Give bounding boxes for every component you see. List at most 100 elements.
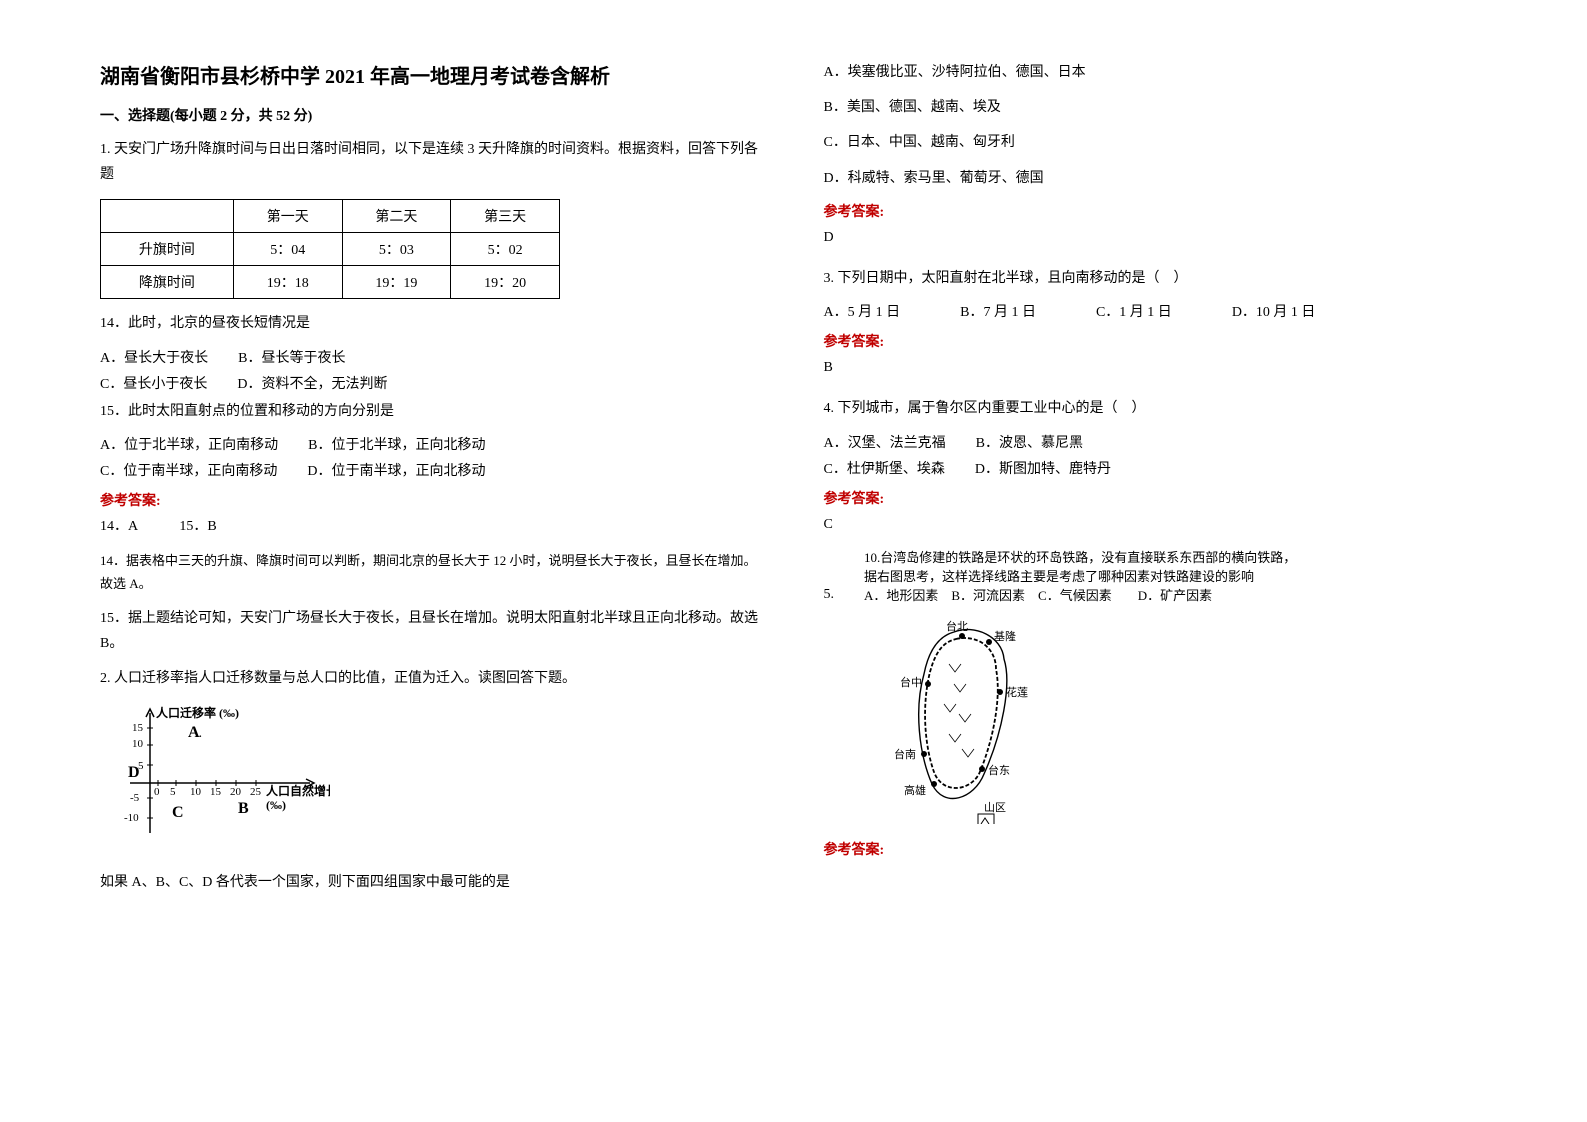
taiwan-map-svg: 台北 基隆 台中 花莲 台南 高雄 台东 山区 [884,614,1054,824]
opt: B．7 月 1 日 [960,301,1036,321]
point-B: B [238,800,249,817]
q5-line2: 据右图思考，这样选择线路主要是考虑了哪种因素对铁路建设的影响 [864,566,1296,585]
q1-sub14-opts-row1: A．昼长大于夜长 B．昼长等于夜长 [100,347,764,367]
y-axis-label: 人口迁移率 (‰) [156,705,239,720]
table-row: 升旗时间 5：04 5：03 5：02 [101,233,560,266]
opt: D．10 月 1 日 [1232,301,1316,321]
ytick: 15 [132,722,144,734]
migration-chart-svg: 15 10 5 -5 -10 0 5 10 15 20 25 [110,703,330,853]
xtick: 20 [230,786,242,798]
ytick: -10 [124,812,139,824]
q5-opts: A．地形因素 B．河流因素 C．气候因素 D．矿产因素 [864,585,1296,604]
q5-body: 10.台湾岛修建的铁路是环状的环岛铁路，没有直接联系东西部的横向铁路， 据右图思… [840,547,1296,604]
q1-sub14: 14．此时，北京的昼夜长短情况是 [100,311,764,336]
label-jilong: 基隆 [994,629,1016,643]
opt: B．位于北半球，正向北移动 [308,434,485,454]
q1-sub15-opts-row2: C．位于南半球，正向南移动 D．位于南半球，正向北移动 [100,460,764,480]
x-axis-unit: (‰) [266,798,286,812]
answer-label: 参考答案: [824,331,1488,351]
td: 5：02 [451,233,560,266]
q3-stem: 3. 下列日期中，太阳直射在北半球，且向南移动的是（ ） [824,266,1488,291]
opt: B．波恩、慕尼黑 [976,432,1083,452]
page-title: 湖南省衡阳市县杉桥中学 2021 年高一地理月考试卷含解析 [100,60,764,89]
opt: C．昼长小于夜长 [100,373,207,393]
th: 第三天 [451,200,560,233]
label-kaohsiung: 高雄 [904,783,926,797]
label-taichung: 台中 [900,675,922,689]
table-header-row: 第一天 第二天 第三天 [101,200,560,233]
q2-opt-d: D．科威特、索马里、葡萄牙、德国 [824,166,1488,191]
q2-answer: D [824,225,1488,250]
xtick: 15 [210,786,222,798]
q2-chart: 15 10 5 -5 -10 0 5 10 15 20 25 [110,703,764,858]
label-taipei: 台北 [946,619,968,633]
opt: C．位于南半球，正向南移动 [100,460,277,480]
opt: A．5 月 1 日 [824,301,901,321]
q2-opt-b: B．美国、德国、越南、埃及 [824,95,1488,120]
point-D: D [128,764,140,781]
td: 升旗时间 [101,233,234,266]
q5-map: 台北 基隆 台中 花莲 台南 高雄 台东 山区 [884,614,1488,829]
opt: A．位于北半球，正向南移动 [100,434,278,454]
q3-answer: B [824,355,1488,380]
legend-label: 山区 [984,801,1006,814]
q1-stem: 1. 天安门广场升降旗时间与日出日落时间相同，以下是连续 3 天升降旗的时间资料… [100,137,764,187]
q1-answer: 14．A 15．B [100,514,764,539]
td: 5：03 [342,233,451,266]
q1-sub15-opts-row1: A．位于北半球，正向南移动 B．位于北半球，正向北移动 [100,434,764,454]
th: 第二天 [342,200,451,233]
q4-stem: 4. 下列城市，属于鲁尔区内重要工业中心的是（ ） [824,396,1488,421]
q4-opts-row1: A．汉堡、法兰克福 B．波恩、慕尼黑 [824,432,1488,452]
td: 19：18 [233,266,342,299]
q5-num: 5. [824,547,835,603]
opt: D．斯图加特、鹿特丹 [975,458,1111,478]
td: 19：19 [342,266,451,299]
q2-stem: 2. 人口迁移率指人口迁移数量与总人口的比值，正值为迁入。读图回答下题。 [100,666,764,691]
q2-opt-a: A．埃塞俄比亚、沙特阿拉伯、德国、日本 [824,60,1488,85]
q5-block: 5. 10.台湾岛修建的铁路是环状的环岛铁路，没有直接联系东西部的横向铁路， 据… [824,547,1488,604]
section-header: 一、选择题(每小题 2 分，共 52 分) [100,105,764,125]
left-column: 湖南省衡阳市县杉桥中学 2021 年高一地理月考试卷含解析 一、选择题(每小题 … [100,60,764,1062]
svg-text:·: · [198,730,203,745]
q4-opts-row2: C．杜伊斯堡、埃森 D．斯图加特、鹿特丹 [824,458,1488,478]
xtick: 0 [154,786,160,798]
th: 第一天 [233,200,342,233]
point-C: C [172,804,184,821]
q5-line1: 10.台湾岛修建的铁路是环状的环岛铁路，没有直接联系东西部的横向铁路， [864,547,1296,566]
xtick: 5 [170,786,176,798]
answer-label: 参考答案: [824,201,1488,221]
opt: B．昼长等于夜长 [238,347,345,367]
x-axis-label: 人口自然增长率 [266,783,330,798]
q1-sub14-opts-row2: C．昼长小于夜长 D．资料不全，无法判断 [100,373,764,393]
label-hualien: 花莲 [1006,686,1028,699]
q1-table: 第一天 第二天 第三天 升旗时间 5：04 5：03 5：02 降旗时间 19：… [100,199,560,299]
answer-label: 参考答案: [824,488,1488,508]
q1-explain14: 14．据表格中三天的升旗、降旗时间可以判断，期间北京的昼长大于 12 小时，说明… [100,549,764,596]
opt: C．杜伊斯堡、埃森 [824,458,945,478]
opt: A．昼长大于夜长 [100,347,208,367]
answer-label: 参考答案: [824,839,1488,859]
answer-label: 参考答案: [100,490,764,510]
opt: D．位于南半球，正向北移动 [307,460,485,480]
xtick: 10 [190,786,202,798]
ytick: 10 [132,738,144,750]
q1-sub15: 15．此时太阳直射点的位置和移动的方向分别是 [100,399,764,424]
q1-explain15: 15．据上题结论可知，天安门广场昼长大于夜长，且昼长在增加。说明太阳直射北半球且… [100,606,764,656]
xtick: 25 [250,786,262,798]
label-tainan: 台南 [894,747,916,761]
th [101,200,234,233]
q3-opts: A．5 月 1 日 B．7 月 1 日 C．1 月 1 日 D．10 月 1 日 [824,301,1488,321]
td: 19：20 [451,266,560,299]
td: 降旗时间 [101,266,234,299]
q2-opt-c: C．日本、中国、越南、匈牙利 [824,130,1488,155]
opt: A．汉堡、法兰克福 [824,432,946,452]
opt: D．资料不全，无法判断 [237,373,387,393]
table-row: 降旗时间 19：18 19：19 19：20 [101,266,560,299]
right-column: A．埃塞俄比亚、沙特阿拉伯、德国、日本 B．美国、德国、越南、埃及 C．日本、中… [824,60,1488,1062]
opt: C．1 月 1 日 [1096,301,1172,321]
ytick: -5 [130,792,140,804]
q2-sub: 如果 A、B、C、D 各代表一个国家，则下面四组国家中最可能的是 [100,870,764,895]
label-taidong: 台东 [988,763,1010,777]
td: 5：04 [233,233,342,266]
q4-answer: C [824,512,1488,537]
